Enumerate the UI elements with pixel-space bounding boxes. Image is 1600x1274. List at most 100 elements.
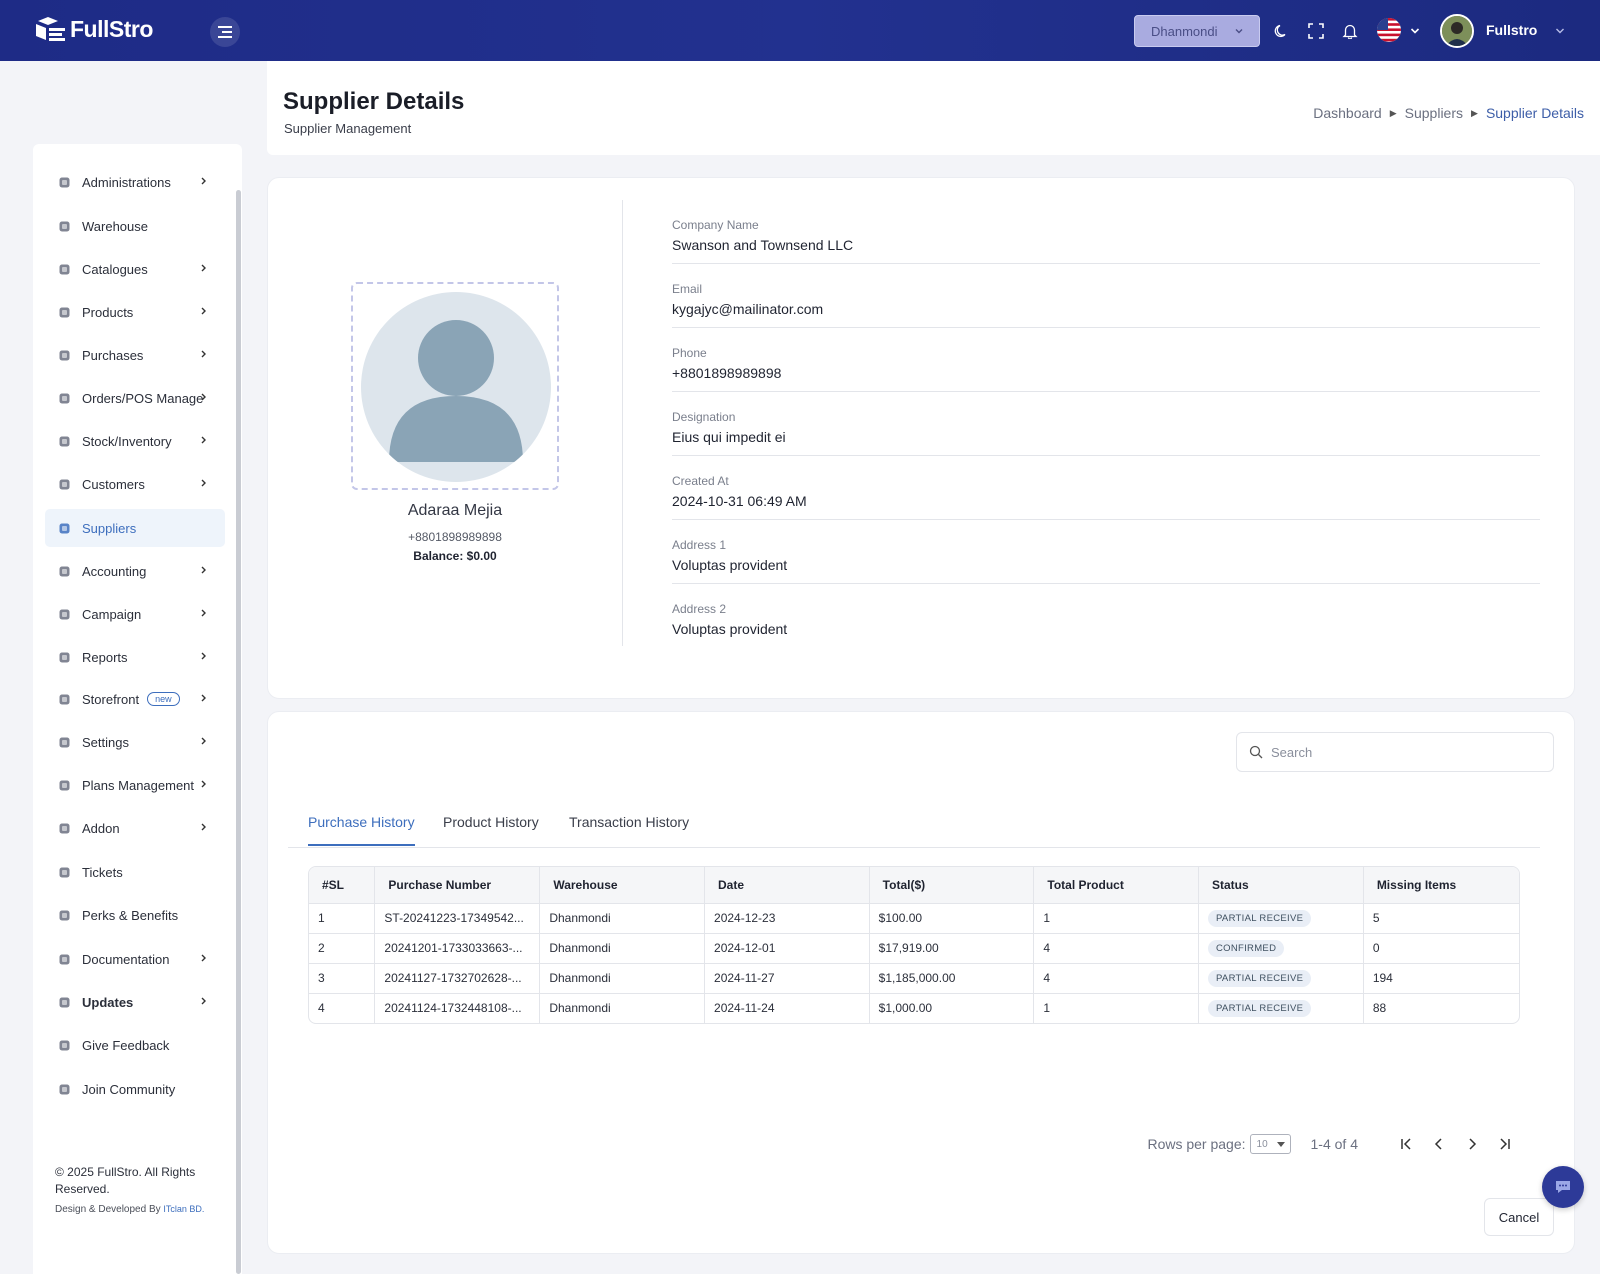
us-flag-icon	[1377, 18, 1401, 42]
sidebar-item-warehouse[interactable]: Warehouse	[45, 207, 225, 245]
user-avatar[interactable]	[1440, 14, 1474, 48]
sidebar-item-reports[interactable]: Reports	[45, 638, 225, 676]
table-header-row: #SL Purchase Number Warehouse Date Total($) T…	[309, 867, 1519, 903]
column-header[interactable]: Warehouse	[539, 867, 706, 903]
sidebar-item-updates[interactable]: Updates	[45, 983, 225, 1021]
sidebar-item-purchases[interactable]: Purchases	[45, 336, 225, 374]
table-cell: $100.00	[869, 902, 1035, 933]
community-icon	[57, 1082, 71, 1096]
avatar-photo-icon	[1442, 16, 1472, 46]
supplier-name: Adaraa Mejia	[407, 502, 503, 519]
last-page-button[interactable]	[1492, 1132, 1518, 1156]
sidebar-item-plans-management[interactable]: Plans Management	[45, 766, 225, 804]
menu-toggle-button[interactable]	[210, 17, 240, 47]
sidebar-item-accounting[interactable]: Accounting	[45, 552, 225, 590]
table-cell: Dhanmondi	[539, 962, 706, 993]
rows-per-page-select[interactable]: 10	[1249, 1134, 1291, 1154]
sidebar-item-customers[interactable]: Customers	[45, 465, 225, 503]
supplier-icon	[57, 521, 71, 535]
column-header[interactable]: Purchase Number	[374, 867, 541, 903]
column-header[interactable]: Date	[704, 867, 870, 903]
table-row[interactable]: 2 20241201-1733033663-... Dhanmondi 2024-12…	[309, 932, 1519, 963]
app-logo[interactable]: FullStro	[34, 15, 153, 43]
search-input[interactable]: Search	[1236, 732, 1554, 772]
branch-select[interactable]: Dhanmondi	[1134, 15, 1260, 47]
chevron-down-icon[interactable]	[1409, 25, 1421, 37]
detail-address-2: Address 2 Voluptas provident	[672, 584, 1540, 648]
first-page-button[interactable]	[1393, 1132, 1419, 1156]
breadcrumb: Dashboard ▶ Suppliers ▶ Supplier Details	[1313, 105, 1584, 121]
previous-page-button[interactable]	[1426, 1132, 1452, 1156]
column-header[interactable]: #SL	[309, 867, 376, 903]
sidebar-item-campaign[interactable]: Campaign	[45, 595, 225, 633]
credit-brand-link[interactable]: ITclan BD.	[163, 1204, 205, 1214]
chevron-down-icon	[1235, 29, 1243, 34]
sidebar: © 2025 FullStro. All Rights Reserved. De…	[33, 144, 242, 1274]
column-header[interactable]: Total Product	[1033, 867, 1199, 903]
profile-image-frame[interactable]	[351, 282, 559, 490]
language-selector[interactable]	[1377, 18, 1401, 42]
breadcrumb-dashboard[interactable]: Dashboard	[1313, 105, 1382, 121]
chevron-right-icon	[1469, 1138, 1477, 1150]
table-cell: 4	[309, 992, 376, 1023]
fullscreen-button[interactable]	[1305, 20, 1327, 42]
storefront-icon	[57, 692, 71, 706]
tab-product-history[interactable]: Product History	[443, 814, 539, 830]
column-header[interactable]: Total($)	[869, 867, 1035, 903]
page-range: 1-4 of 4	[1310, 1136, 1358, 1152]
profile-placeholder-icon	[361, 292, 551, 482]
sidebar-item-catalogues[interactable]: Catalogues	[45, 250, 225, 288]
table-row[interactable]: 3 20241127-1732702628-... Dhanmondi 2024-11…	[309, 962, 1519, 993]
user-name[interactable]: Fullstro	[1486, 22, 1538, 38]
chevron-down-icon[interactable]	[1554, 25, 1566, 37]
sidebar-scrollbar[interactable]	[236, 190, 241, 1274]
status-cell: CONFIRMED	[1198, 932, 1364, 963]
sidebar-item-products[interactable]: Products	[45, 293, 225, 331]
table-cell: 1	[1033, 992, 1199, 1023]
chevron-right-icon	[201, 737, 206, 745]
notifications-button[interactable]	[1339, 20, 1361, 42]
detail-label: Address 2	[672, 602, 727, 616]
sidebar-item-stock-inventory[interactable]: Stock/Inventory	[45, 422, 225, 460]
breadcrumb-suppliers[interactable]: Suppliers	[1404, 105, 1464, 121]
sidebar-item-orders-pos-manage[interactable]: Orders/POS Manage	[45, 379, 225, 417]
chat-button[interactable]	[1542, 1166, 1584, 1208]
plans-icon	[57, 778, 71, 792]
sidebar-item-label: Purchases	[82, 347, 144, 363]
sidebar-item-give-feedback[interactable]: Give Feedback	[45, 1026, 225, 1064]
tab-transaction-history[interactable]: Transaction History	[569, 814, 690, 830]
sidebar-item-join-community[interactable]: Join Community	[45, 1070, 225, 1108]
table-row[interactable]: 1 ST-20241223-17349542... Dhanmondi 2024-12…	[309, 902, 1519, 933]
tab-purchase-history[interactable]: Purchase History	[308, 814, 415, 846]
sidebar-item-addon[interactable]: Addon	[45, 809, 225, 847]
chevron-right-icon	[201, 780, 206, 788]
supplier-details-card: Adaraa Mejia +8801898989898 Balance: $0.…	[267, 177, 1575, 699]
dark-mode-toggle[interactable]	[1271, 20, 1293, 42]
sidebar-item-perks-benefits[interactable]: Perks & Benefits	[45, 896, 225, 934]
sidebar-item-documentation[interactable]: Documentation	[45, 940, 225, 978]
detail-label: Designation	[672, 410, 736, 424]
sidebar-item-label: Orders/POS Manage	[82, 390, 204, 406]
sidebar-item-settings[interactable]: Settings	[45, 723, 225, 761]
table-cell: $1,000.00	[869, 992, 1035, 1023]
clipboard-icon	[57, 391, 71, 405]
catalogue-icon	[57, 262, 71, 276]
column-header[interactable]: Status	[1198, 867, 1364, 903]
search-icon	[1249, 745, 1263, 759]
status-badge: CONFIRMED	[1208, 939, 1285, 957]
sidebar-item-tickets[interactable]: Tickets	[45, 853, 225, 891]
updates-icon	[57, 995, 71, 1009]
sidebar-item-label: Join Community	[82, 1081, 176, 1097]
table-row[interactable]: 4 20241124-1732448108-... Dhanmondi 2024-11…	[309, 992, 1519, 1023]
bell-icon	[1342, 24, 1358, 39]
column-header[interactable]: Missing Items	[1363, 867, 1519, 903]
sidebar-item-administrations[interactable]: Administrations	[45, 163, 225, 201]
table-cell: 2024-11-24	[704, 992, 870, 1023]
table-cell: 3	[309, 962, 376, 993]
sidebar-item-storefront[interactable]: Storefront new	[45, 680, 225, 718]
sidebar-item-suppliers[interactable]: Suppliers	[45, 509, 225, 547]
supplier-phone: +8801898989898	[408, 530, 502, 544]
next-page-button[interactable]	[1459, 1132, 1485, 1156]
cancel-button[interactable]: Cancel	[1484, 1198, 1554, 1236]
sidebar-item-label: Customers	[82, 476, 145, 492]
